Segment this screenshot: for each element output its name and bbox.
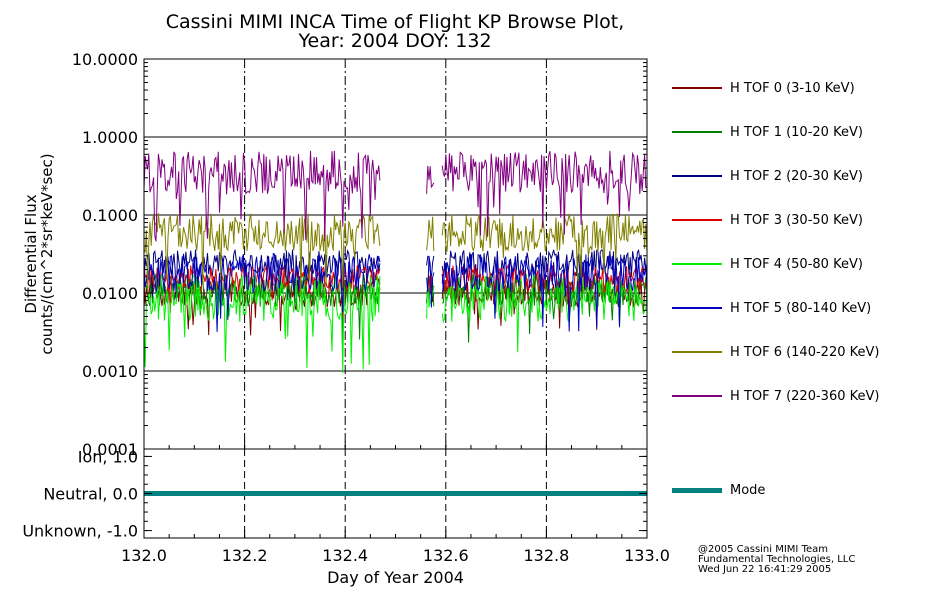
legend-label: H TOF 3 (30-50 KeV) <box>730 212 863 228</box>
x-axis-label: Day of Year 2004 <box>327 568 464 587</box>
x-tick-label: 133.0 <box>624 546 670 565</box>
y-axis-label-line2: counts/(cm^2*sr*keV*sec) <box>38 153 56 354</box>
legend-label: Mode <box>730 482 766 498</box>
legend-swatch <box>672 87 722 89</box>
legend-label: H TOF 7 (220-360 KeV) <box>730 388 880 404</box>
plot-title-line2: Year: 2004 DOY: 132 <box>298 30 492 52</box>
y-tick-label: 0.1000 <box>82 206 138 225</box>
y-tick-label: 10.0000 <box>72 50 138 69</box>
series-line <box>143 150 648 242</box>
mode-tick-label: Unknown, -1.0 <box>22 522 138 541</box>
legend-swatch <box>672 487 722 493</box>
mode-tick-label: Ion, 1.0 <box>78 447 138 466</box>
legend-item: H TOF 0 (3-10 KeV) <box>672 78 855 98</box>
legend-label: H TOF 1 (10-20 KeV) <box>730 124 863 140</box>
x-tick-label: 132.6 <box>423 546 469 565</box>
legend-swatch <box>672 219 722 221</box>
legend-item: H TOF 6 (140-220 KeV) <box>672 342 879 362</box>
credit-block: @2005 Cassini MIMI Team Fundamental Tech… <box>698 545 855 575</box>
plot-title-line1: Cassini MIMI INCA Time of Flight KP Brow… <box>165 11 625 33</box>
y-tick-label: 0.0010 <box>82 362 138 381</box>
legend-item: H TOF 3 (30-50 KeV) <box>672 210 863 230</box>
legend-label: H TOF 2 (20-30 KeV) <box>730 168 863 184</box>
series-line <box>143 213 648 294</box>
legend-swatch <box>672 395 722 397</box>
x-tick-label: 132.0 <box>121 546 167 565</box>
series-line <box>143 252 648 332</box>
y-tick-label: 0.0001 <box>82 440 138 459</box>
legend-item: Mode <box>672 480 765 500</box>
legend-label: H TOF 6 (140-220 KeV) <box>730 344 880 360</box>
legend-label: H TOF 5 (80-140 KeV) <box>730 300 872 316</box>
credit-line3: Wed Jun 22 16:41:29 2005 <box>698 564 832 575</box>
legend-swatch <box>672 263 722 265</box>
legend-item: H TOF 5 (80-140 KeV) <box>672 298 871 318</box>
y-tick-label: 1.0000 <box>82 128 138 147</box>
legend-item: H TOF 1 (10-20 KeV) <box>672 122 863 142</box>
legend-item: H TOF 4 (50-80 KeV) <box>672 254 863 274</box>
legend-swatch <box>672 131 722 133</box>
credit-line2: Fundamental Technologies, LLC <box>698 554 856 565</box>
legend-item: H TOF 7 (220-360 KeV) <box>672 386 879 406</box>
x-tick-label: 132.2 <box>222 546 268 565</box>
credit-line1: @2005 Cassini MIMI Team <box>698 544 828 555</box>
x-tick-label: 132.4 <box>322 546 368 565</box>
legend-item: H TOF 2 (20-30 KeV) <box>672 166 863 186</box>
x-tick-label: 132.8 <box>523 546 569 565</box>
legend-swatch <box>672 351 722 353</box>
legend-label: H TOF 4 (50-80 KeV) <box>730 256 863 272</box>
legend-label: H TOF 0 (3-10 KeV) <box>730 80 855 96</box>
mode-tick-label: Neutral, 0.0 <box>43 485 138 504</box>
y-axis-label-line1: Differential Flux <box>22 194 40 313</box>
y-tick-label: 0.0100 <box>82 284 138 303</box>
legend-swatch <box>672 175 722 177</box>
legend-swatch <box>672 307 722 309</box>
